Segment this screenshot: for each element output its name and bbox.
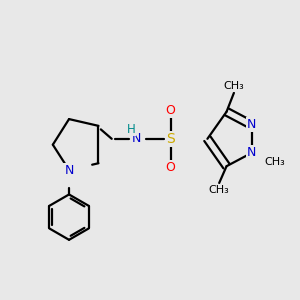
Text: CH₃: CH₃ bbox=[265, 157, 286, 167]
Text: CH₃: CH₃ bbox=[209, 185, 230, 195]
Text: CH₃: CH₃ bbox=[224, 81, 244, 91]
Text: O: O bbox=[166, 160, 176, 174]
Text: N: N bbox=[247, 146, 256, 159]
Text: N: N bbox=[247, 118, 256, 131]
Text: N: N bbox=[64, 164, 74, 176]
Text: S: S bbox=[166, 132, 175, 146]
Text: O: O bbox=[166, 104, 176, 117]
Text: N: N bbox=[132, 132, 141, 145]
Text: H: H bbox=[127, 123, 136, 136]
